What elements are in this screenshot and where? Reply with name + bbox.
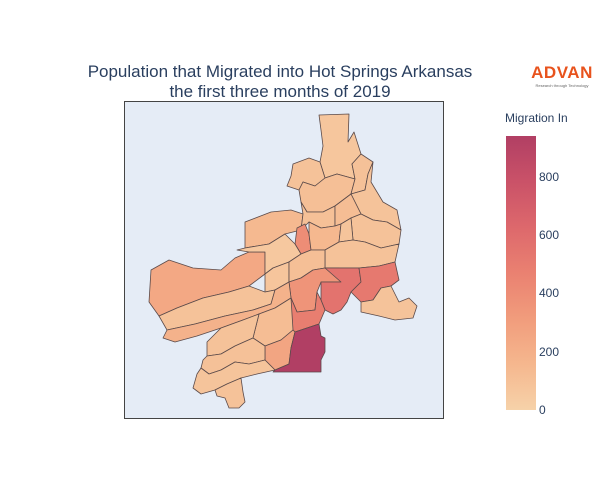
chart-title-line-1: Population that Migrated into Hot Spring… [87,62,473,81]
colorbar-tick-label: 800 [539,169,560,184]
tract-south-tail[interactable] [214,377,246,409]
colorbar-title: Migration In [505,111,568,125]
brand-logo: ADVAN Research through Technology [527,63,597,88]
colorbar [506,136,536,410]
choropleth-map [148,113,418,409]
colorbar-tick-label: 400 [539,286,560,301]
chart-title-line-2: the first three months of 2019 [169,82,391,101]
colorbar-tick-label: 0 [539,403,546,417]
map-plot-area[interactable] [124,101,444,419]
brand-name: ADVAN [531,63,593,82]
tract-south-2[interactable] [192,359,276,395]
tract-east-extension[interactable] [360,285,418,321]
colorbar-tick-label: 600 [539,228,560,243]
brand-tagline: Research through Technology [535,83,589,88]
colorbar-tick-label: 200 [539,344,560,359]
tract-south-dark[interactable] [272,323,326,373]
